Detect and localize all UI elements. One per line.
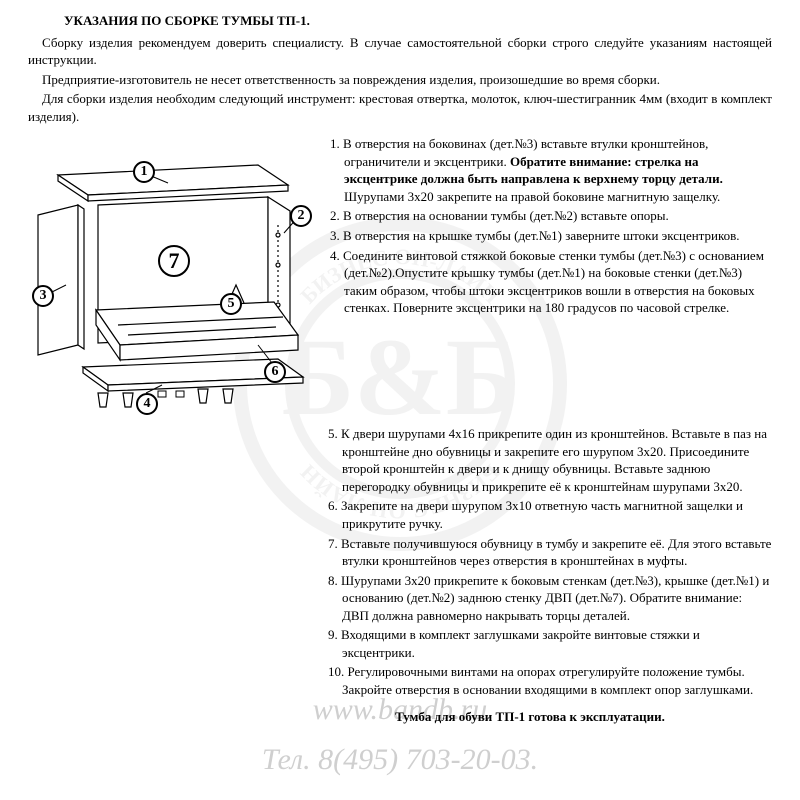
step-item: 4. Соедините винтовой стяжкой боковые ст… [330,247,772,317]
watermark-phone: Тел. 8(495) 703-20-03. [262,740,538,781]
step-item: 5. К двери шурупами 4х16 прикрепите один… [328,425,772,495]
intro-para: Для сборки изделия необходим следующий и… [28,90,772,125]
step-item: 8. Шурупами 3х20 прикрепите к боковым ст… [328,572,772,625]
page-title: УКАЗАНИЯ ПО СБОРКЕ ТУМБЫ ТП-1. [64,12,772,30]
step-item: 6. Закрепите на двери шурупом 3х10 ответ… [328,497,772,532]
steps-list-lower: 5. К двери шурупами 4х16 прикрепите один… [328,425,772,698]
step-item: 10. Регулировочными винтами на опорах от… [328,663,772,698]
step-item: 7. Вставьте получившуюся обувницу в тумб… [328,535,772,570]
step-item: 2. В отверстия на основании тумбы (дет.№… [330,207,772,225]
step-item: 9. Входящими в комплект заглушками закро… [328,626,772,661]
step-item: 1. В отверстия на боковинах (дет.№3) вст… [330,135,772,205]
final-line: Тумба для обуви ТП-1 готова к эксплуатац… [28,708,772,726]
assembly-diagram: 1234567 [28,135,318,415]
steps-list-upper: 1. В отверстия на боковинах (дет.№3) вст… [330,135,772,316]
step-item: 3. В отверстия на крышке тумбы (дет.№1) … [330,227,772,245]
intro-para: Сборку изделия рекомендуем доверить спец… [28,34,772,69]
intro-block: Сборку изделия рекомендуем доверить спец… [28,34,772,126]
intro-para: Предприятие-изготовитель не несет ответс… [28,71,772,89]
